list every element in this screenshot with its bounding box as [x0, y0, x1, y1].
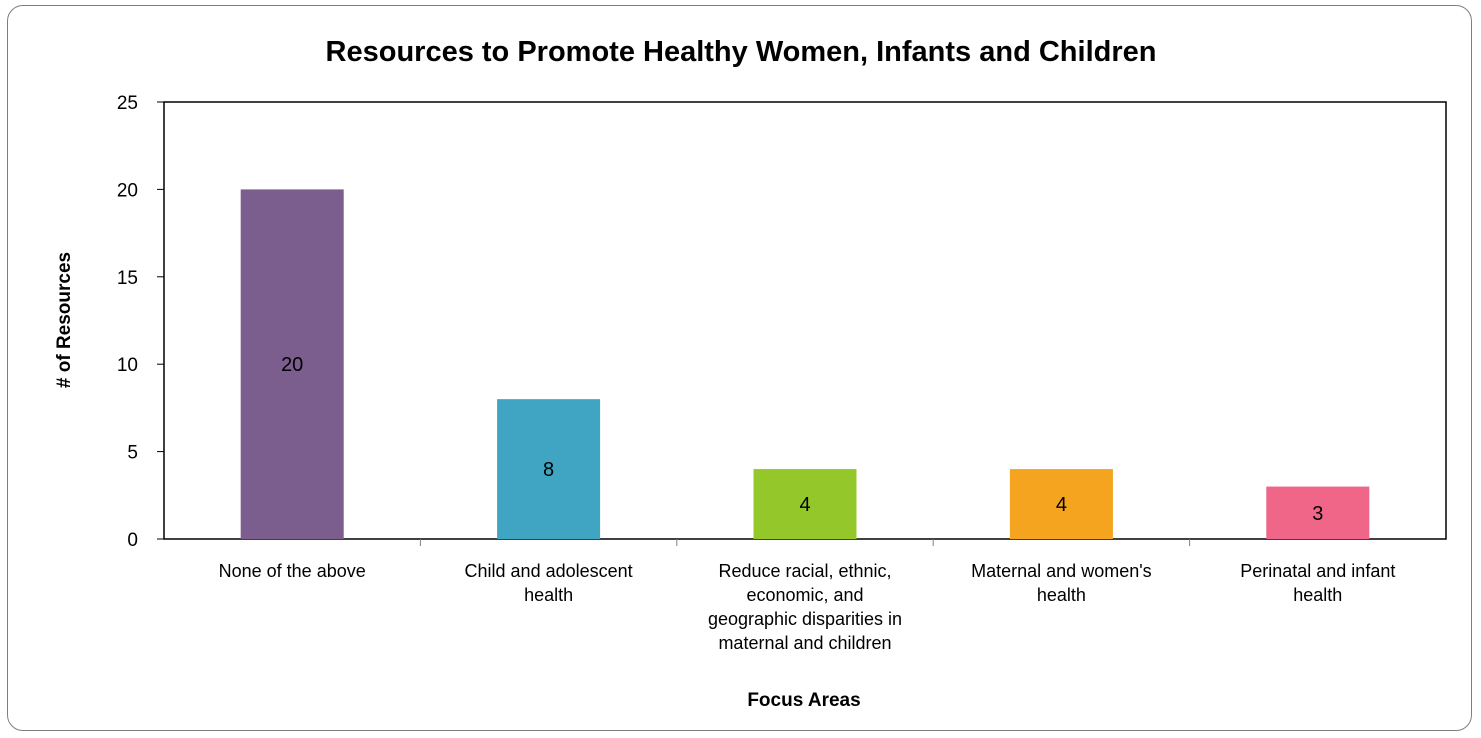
data-label: 4	[1056, 494, 1067, 516]
y-tick-label: 10	[117, 355, 138, 376]
category-label: Perinatal and infant health	[1240, 561, 1395, 605]
data-label: 8	[543, 459, 554, 481]
x-axis-category-labels: None of the above Child and adolescent hea…	[219, 561, 1396, 653]
data-label: 3	[1312, 503, 1323, 525]
y-tick-label: 15	[117, 268, 138, 289]
data-labels: 20 8 4 4 3	[281, 354, 1323, 525]
x-axis-title: Focus Areas	[747, 690, 860, 711]
data-label: 20	[281, 354, 303, 376]
category-label: Maternal and women's health	[971, 561, 1152, 605]
bars	[240, 189, 1370, 539]
bar	[1009, 469, 1113, 539]
bar	[753, 469, 857, 539]
bar	[240, 189, 344, 539]
y-tick-label: 5	[127, 443, 138, 464]
y-tick-label: 0	[127, 530, 138, 551]
category-label: Reduce racial, ethnic, economic, and geogr…	[708, 561, 902, 653]
bar	[497, 399, 601, 539]
y-axis-ticks: 0 5 10 15 20 25	[117, 93, 164, 551]
bar	[1266, 486, 1370, 539]
data-label: 4	[799, 494, 810, 516]
y-axis-title: # of Resources	[54, 252, 75, 388]
y-tick-label: 20	[117, 180, 138, 201]
chart-title: Resources to Promote Healthy Women, Infa…	[326, 36, 1157, 68]
y-tick-label: 25	[117, 93, 138, 114]
category-label: Child and adolescent health	[465, 561, 633, 605]
category-label: None of the above	[219, 561, 366, 581]
